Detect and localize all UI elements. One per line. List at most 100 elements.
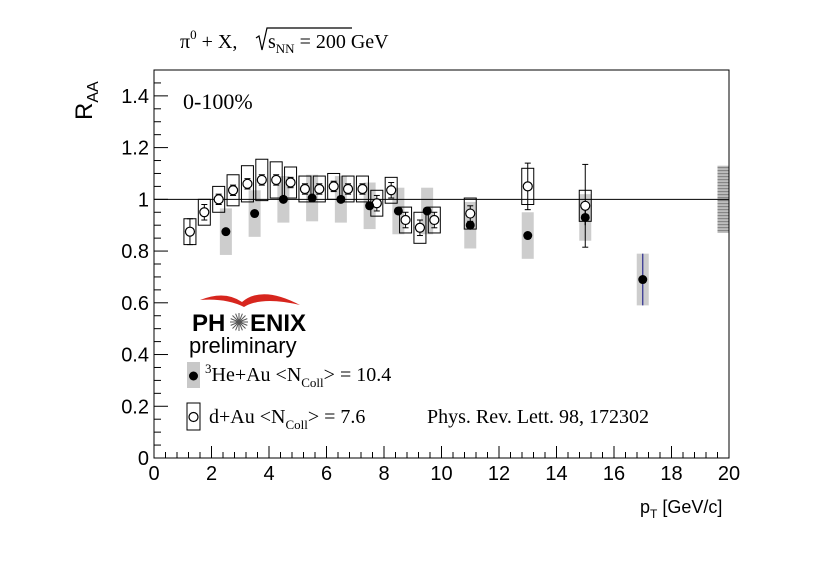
marker-3heau — [221, 227, 231, 237]
x-tick-label: 4 — [263, 463, 274, 485]
title-particle: π — [180, 31, 190, 53]
data-markers — [184, 174, 648, 285]
sqrt-sign — [255, 27, 352, 51]
marker-dau — [414, 222, 426, 233]
x-tick-label: 8 — [378, 463, 389, 485]
logo-starburst-icon — [230, 313, 248, 331]
legend-dau-sub: Coll — [285, 417, 308, 432]
y-axis-label: RAA — [71, 81, 102, 120]
sys-box-dau — [312, 175, 326, 203]
x-tick-label: 18 — [660, 463, 682, 485]
x-tick-label: 12 — [488, 463, 510, 485]
sys-box-dau — [413, 211, 427, 244]
sys-box-dau — [284, 166, 298, 199]
marker-3heau — [365, 201, 375, 211]
logo-text-right: ENIX — [250, 310, 306, 337]
ylabel-main: R — [71, 103, 98, 120]
logo-subtitle: preliminary — [189, 333, 297, 358]
sys-box-dau — [327, 172, 341, 200]
phenix-logo: PH ENIX preliminary — [189, 294, 306, 358]
legend-dau-marker — [188, 411, 199, 423]
marker-dau — [386, 185, 397, 196]
x-tick-label: 14 — [545, 463, 567, 485]
marker-dau — [256, 174, 267, 186]
sys-box-dau — [355, 175, 369, 203]
x-tick-label: 6 — [321, 463, 332, 485]
marker-dau — [199, 207, 210, 218]
y-tick-label: 0.6 — [121, 293, 149, 315]
marker-dau — [271, 174, 282, 186]
marker-dau — [522, 181, 533, 192]
chart-title-energy: sNN = 200 GeV — [268, 31, 389, 56]
xlabel-unit: [GeV/c] — [657, 497, 722, 517]
ylabel-sub: AA — [85, 81, 102, 103]
sys-box-dau — [341, 175, 355, 203]
sys-box-dau — [427, 206, 441, 234]
sys-box-dau — [298, 175, 312, 203]
marker-dau — [285, 177, 296, 188]
legend-3heau-label: 3He+Au <NColl> = 10.4 — [205, 361, 391, 390]
y-tick-label: 1.4 — [121, 86, 149, 108]
marker-dau — [328, 181, 339, 192]
title-superscript: 0 — [190, 27, 197, 42]
legend-3heau-end: > = 10.4 — [324, 364, 392, 386]
x-tick-label: 2 — [206, 463, 217, 485]
y-tick-label: 0.2 — [121, 396, 149, 418]
sys-box-dau — [226, 174, 240, 207]
legend-dau-label: d+Au <NColl> = 7.6 — [209, 406, 365, 432]
marker-dau — [227, 185, 239, 196]
marker-3heau — [465, 220, 475, 230]
logo-arc — [200, 294, 300, 307]
citation: Phys. Rev. Lett. 98, 172302 — [427, 406, 649, 428]
legend-3heau-main: He+Au <N — [212, 364, 302, 386]
sys-box-dau — [255, 158, 269, 202]
marker-dau — [357, 183, 368, 195]
y-tick-label: 0.4 — [121, 345, 149, 367]
xlabel-sub: T — [650, 507, 658, 521]
x-tick-label: 20 — [718, 463, 740, 485]
sys-box-dau — [269, 161, 283, 199]
marker-3heau — [393, 206, 403, 216]
legend-3heau-sub: Coll — [301, 375, 324, 390]
marker-3heau — [638, 275, 648, 285]
marker-dau — [299, 183, 311, 195]
marker-3heau — [278, 194, 288, 204]
title-rest: + X, — [197, 31, 238, 53]
axis-ticks — [153, 69, 730, 459]
marker-dau — [342, 183, 354, 195]
sys-box-dau — [399, 206, 413, 234]
x-tick-labels: 0 2 4 6 8 10 12 14 16 18 20 — [148, 463, 740, 485]
marker-3heau — [336, 194, 346, 204]
x-tick-label: 10 — [430, 463, 452, 485]
title-sqrt-symbol: s — [268, 31, 276, 53]
marker-3heau — [422, 206, 432, 216]
marker-3heau — [580, 212, 590, 222]
legend-dau-end: > = 7.6 — [308, 406, 366, 428]
marker-dau — [429, 214, 440, 226]
sys-box-dau — [240, 165, 254, 203]
marker-dau — [242, 178, 253, 189]
centrality-label: 0-100% — [183, 89, 253, 114]
xlabel-main: p — [640, 497, 650, 517]
y-tick-labels: 0 0.2 0.4 0.6 0.8 1 1.2 1.4 — [121, 86, 149, 470]
sys-box-dau — [197, 198, 211, 226]
marker-3heau — [250, 209, 260, 219]
marker-dau — [314, 183, 325, 195]
x-tick-label: 0 — [148, 463, 159, 485]
title-energy: = 200 GeV — [295, 31, 390, 53]
legend: 3He+Au <NColl> = 10.4 d+Au <NColl> = 7.6… — [186, 361, 649, 432]
legend-3heau-sup: 3 — [205, 361, 212, 376]
marker-3heau — [523, 231, 533, 241]
y-tick-label: 1 — [138, 189, 149, 211]
legend-dau-box — [186, 402, 201, 431]
marker-dau — [580, 200, 591, 211]
chart-title: π0 + X, — [180, 27, 237, 53]
marker-dau — [465, 208, 476, 219]
legend-3heau-marker — [189, 371, 198, 381]
y-tick-label: 1.2 — [121, 138, 149, 160]
x-tick-label: 16 — [603, 463, 625, 485]
title-sqrt-sub: NN — [276, 41, 295, 56]
x-axis-label: pT [GeV/c] — [640, 497, 722, 521]
marker-dau — [400, 214, 411, 226]
